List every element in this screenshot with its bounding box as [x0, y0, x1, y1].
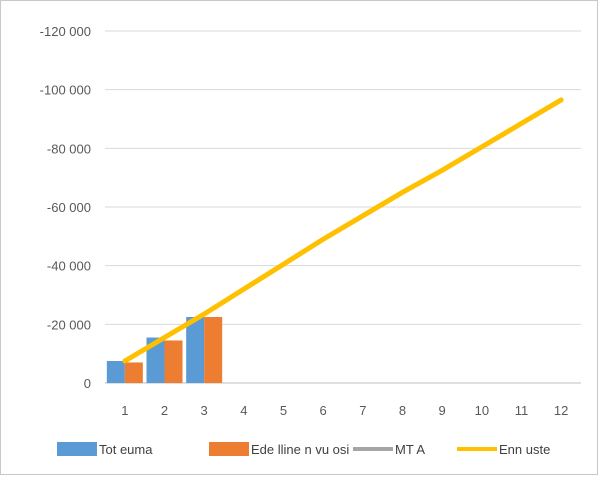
bar-toteuma: [106, 361, 125, 383]
x-tick-label: 6: [320, 403, 327, 418]
x-tick-label: 10: [475, 403, 489, 418]
bar-toteuma: [186, 317, 205, 383]
legend-label: Enn uste: [499, 442, 550, 457]
x-tick-label: 3: [201, 403, 208, 418]
bar-edellinen-vuosi: [204, 317, 223, 383]
x-tick-label: 11: [515, 403, 529, 418]
legend-label: MT A: [395, 442, 425, 457]
bar-edellinen-vuosi: [124, 362, 143, 383]
bar-toteuma: [146, 337, 165, 383]
legend-swatch: [57, 442, 97, 456]
x-tick-label: 8: [399, 403, 406, 418]
legend-label: Tot euma: [99, 442, 153, 457]
y-tick-label: -20 000: [47, 317, 91, 332]
x-tick-label: 9: [439, 403, 446, 418]
x-tick-label: 1: [121, 403, 128, 418]
y-tick-label: -80 000: [47, 141, 91, 156]
x-tick-label: 5: [280, 403, 287, 418]
series-line-ennuste: [122, 97, 564, 364]
y-tick-label: -40 000: [47, 259, 91, 274]
x-tick-label: 4: [240, 403, 247, 418]
y-tick-label: -120 000: [40, 24, 91, 39]
y-tick-label: -60 000: [47, 200, 91, 215]
legend-swatch: [209, 442, 249, 456]
legend-label: Ede lline n vu osi: [251, 442, 349, 457]
x-tick-label: 7: [359, 403, 366, 418]
y-tick-label: -100 000: [40, 83, 91, 98]
y-tick-label: 0: [84, 376, 91, 391]
x-tick-label: 12: [554, 403, 568, 418]
bar-edellinen-vuosi: [164, 340, 183, 383]
x-tick-label: 2: [161, 403, 168, 418]
